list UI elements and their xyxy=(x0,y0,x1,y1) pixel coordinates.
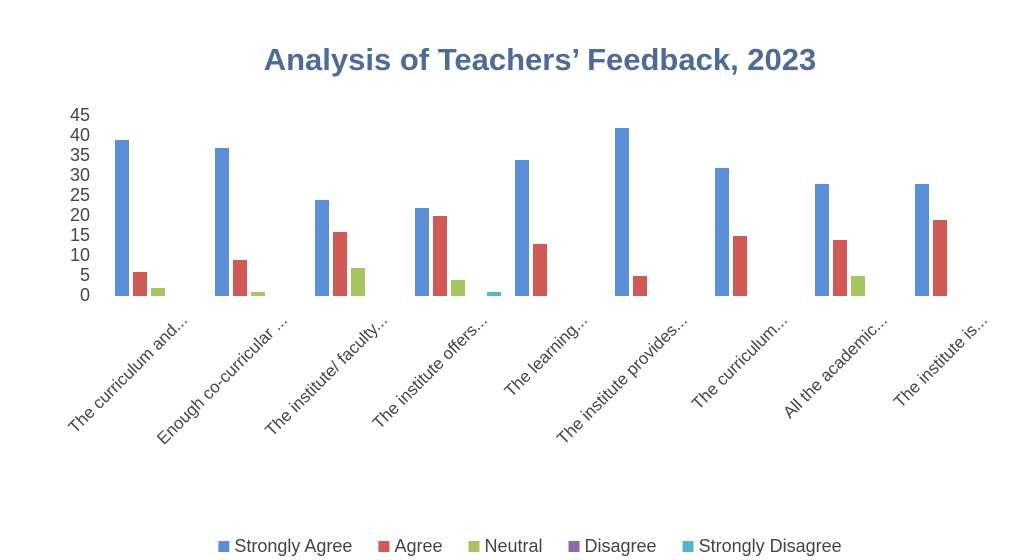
bar xyxy=(451,280,465,296)
y-tick-label: 45 xyxy=(70,105,90,125)
legend-swatch xyxy=(468,541,480,552)
bar xyxy=(933,220,947,296)
bar xyxy=(533,244,547,296)
bar xyxy=(415,208,429,296)
legend-label: Neutral xyxy=(484,536,542,556)
y-tick-label: 30 xyxy=(70,165,90,185)
chart-title: Analysis of Teachers’ Feedback, 2023 xyxy=(264,42,817,77)
legend-label: Agree xyxy=(394,536,442,556)
legend-swatch xyxy=(218,541,230,552)
bar xyxy=(315,200,329,296)
x-tick-label: The learning... xyxy=(501,311,591,401)
bar xyxy=(715,168,729,296)
y-tick-label: 35 xyxy=(70,145,90,165)
bar xyxy=(733,236,747,296)
x-tick-label: All the academic... xyxy=(779,311,891,423)
bar xyxy=(151,288,165,296)
legend-label: Strongly Disagree xyxy=(699,536,842,556)
legend-swatch xyxy=(682,541,694,552)
bar xyxy=(215,148,229,296)
bar xyxy=(615,128,629,296)
y-tick-label: 20 xyxy=(70,205,90,225)
bar xyxy=(915,184,929,296)
bar xyxy=(833,240,847,296)
y-tick-label: 25 xyxy=(70,185,90,205)
bar xyxy=(351,268,365,296)
y-tick-label: 40 xyxy=(70,125,90,145)
bar xyxy=(133,272,147,296)
legend-label: Disagree xyxy=(585,536,657,556)
bar xyxy=(487,292,501,296)
y-tick-label: 0 xyxy=(80,285,90,305)
legend-swatch xyxy=(568,541,580,552)
legend-label: Strongly Agree xyxy=(234,536,352,556)
bar xyxy=(115,140,129,296)
x-tick-label: The institute offers... xyxy=(369,311,491,433)
bar xyxy=(515,160,529,296)
x-tick-label: The institute is... xyxy=(890,311,991,412)
x-tick-label: The curriculum... xyxy=(688,311,791,414)
bar xyxy=(333,232,347,296)
bar xyxy=(251,292,265,296)
bar xyxy=(233,260,247,296)
bar xyxy=(815,184,829,296)
y-tick-label: 15 xyxy=(70,225,90,245)
bar xyxy=(433,216,447,296)
y-tick-label: 10 xyxy=(70,245,90,265)
bar xyxy=(851,276,865,296)
y-tick-label: 5 xyxy=(80,265,90,285)
legend-swatch xyxy=(378,541,390,552)
bar xyxy=(633,276,647,296)
